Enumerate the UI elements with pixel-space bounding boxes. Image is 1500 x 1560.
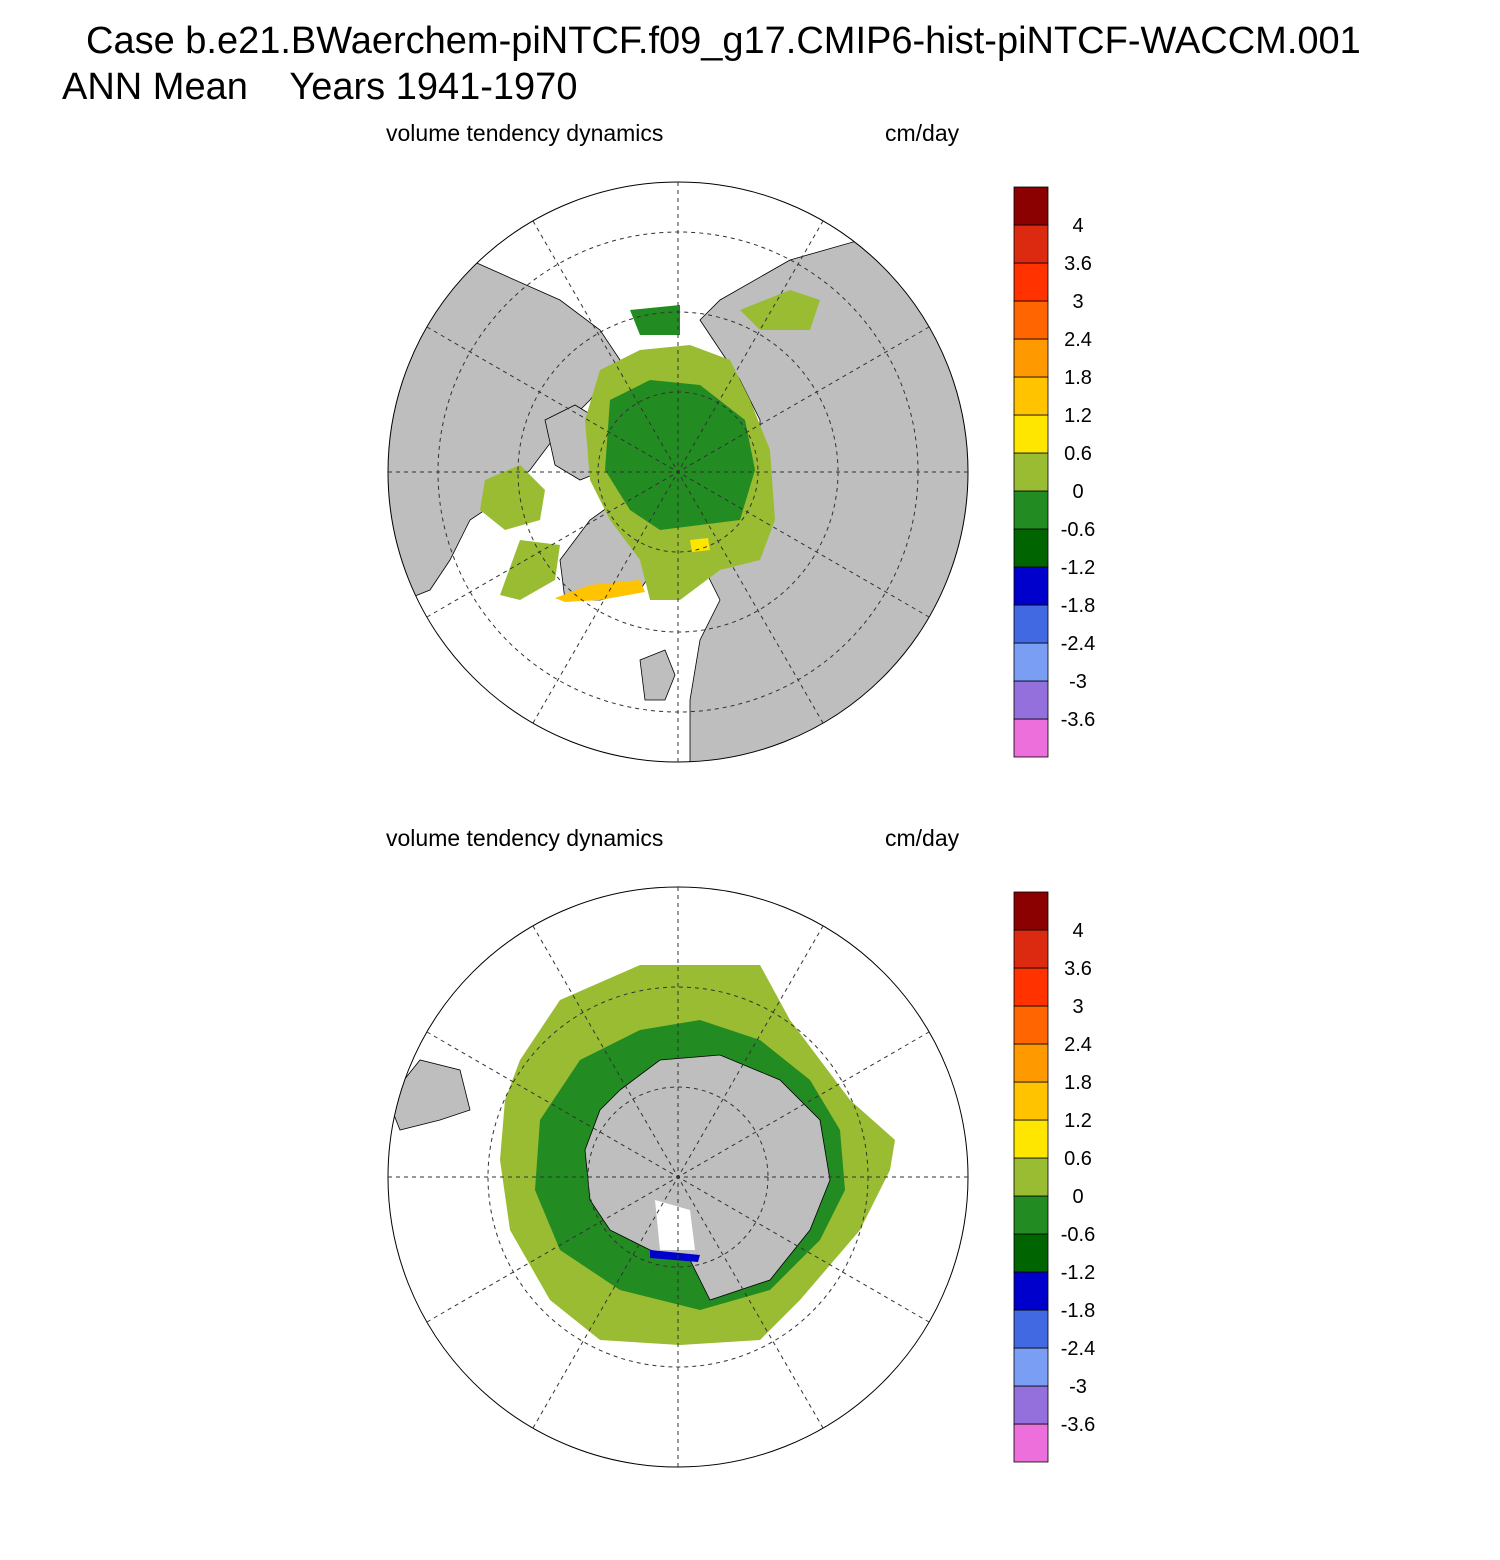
colorbar-tick-label: 2.4	[1064, 329, 1092, 351]
case-title: Case b.e21.BWaerchem-piNTCF.f09_g17.CMIP…	[86, 20, 1361, 62]
colorbar-tick-label: -3	[1069, 1376, 1087, 1398]
colorbar-swatch	[1013, 1271, 1049, 1311]
south-map-fill	[388, 887, 968, 1467]
mean-years-title: ANN Mean Years 1941-1970	[62, 66, 578, 108]
north-polar-map: -3.6 -3 -2.4 -1.8 -1.2 -0.6 0 0.6 1.2 1.8 2.4 3 3.6 4	[387, 181, 1095, 763]
colorbar-swatch	[1013, 1119, 1049, 1159]
colorbar-tick-label: -3.6	[1061, 1414, 1095, 1436]
labrador-ice	[500, 540, 560, 600]
colorbar-swatch	[1013, 414, 1049, 454]
south-america-land	[388, 1059, 471, 1131]
south-graticule	[388, 887, 968, 1467]
greenland-positive-band	[555, 580, 645, 602]
colorbar-swatch	[1013, 967, 1049, 1007]
colorbar-tick-label: 3	[1072, 291, 1083, 313]
colorbar-swatch	[1013, 891, 1049, 931]
colorbar-swatch	[1013, 1005, 1049, 1045]
colorbar-swatch	[1013, 1043, 1049, 1083]
colorbar-swatch	[1013, 262, 1049, 302]
colorbar-swatch	[1013, 642, 1049, 682]
colorbar-tick-label: 3.6	[1064, 958, 1092, 980]
colorbar-tick-label: -3.6	[1061, 709, 1095, 731]
okhotsk-ice	[740, 290, 820, 330]
colorbar-swatch	[1013, 1157, 1049, 1197]
colorbar-swatch	[1013, 1309, 1049, 1349]
south-colorbar: -3.6 -3 -2.4 -1.8 -1.2 -0.6 0 0.6 1.2 1.8 2.4 3 3.6 4	[1013, 891, 1095, 1463]
colorbar-tick-label: 0	[1072, 481, 1083, 503]
colorbar-tick-label: -0.6	[1061, 1224, 1095, 1246]
colorbar-swatch	[1013, 1233, 1049, 1273]
colorbar-tick-label: 2.4	[1064, 1034, 1092, 1056]
colorbar-swatch	[1013, 1081, 1049, 1121]
colorbar-swatch	[1013, 490, 1049, 530]
colorbar-swatch	[1013, 452, 1049, 492]
colorbar-tick-label: -1.8	[1061, 595, 1095, 617]
north-units-label: cm/day	[885, 120, 960, 146]
colorbar-swatch	[1013, 604, 1049, 644]
north-graticule	[388, 182, 968, 762]
north-colorbar: -3.6 -3 -2.4 -1.8 -1.2 -0.6 0 0.6 1.2 1.8 2.4 3 3.6 4	[1013, 186, 1095, 758]
south-negative-edge	[650, 1250, 700, 1262]
ross-sea-shelf	[655, 1200, 695, 1250]
uk-land	[639, 649, 676, 701]
colorbar-swatch	[1013, 186, 1049, 226]
colorbar-swatch	[1013, 224, 1049, 264]
colorbar-swatch	[1013, 680, 1049, 720]
antarctica-land	[584, 1054, 831, 1301]
colorbar-tick-label: 0	[1072, 1186, 1083, 1208]
colorbar-tick-label: -1.2	[1061, 557, 1095, 579]
colorbar-swatch	[1013, 376, 1049, 416]
colorbar-swatch	[1013, 1195, 1049, 1235]
colorbar-tick-label: 1.2	[1064, 405, 1092, 427]
colorbar-swatch	[1013, 1423, 1049, 1463]
colorbar-swatch	[1013, 338, 1049, 378]
svalbard-positive	[690, 538, 710, 552]
hudson-bay-ice	[480, 465, 545, 530]
north-variable-label: volume tendency dynamics	[386, 120, 664, 146]
colorbar-tick-label: 1.8	[1064, 1072, 1092, 1094]
colorbar-swatch	[1013, 528, 1049, 568]
colorbar-tick-label: -2.4	[1061, 1338, 1095, 1360]
colorbar-tick-label: 4	[1072, 920, 1083, 942]
bering-ice	[630, 305, 680, 335]
colorbar-swatch	[1013, 300, 1049, 340]
colorbar-tick-label: 1.2	[1064, 1110, 1092, 1132]
south-variable-label: volume tendency dynamics	[386, 825, 664, 851]
colorbar-swatch	[1013, 718, 1049, 758]
colorbar-tick-label: 0.6	[1064, 1148, 1092, 1170]
colorbar-tick-label: -1.2	[1061, 1262, 1095, 1284]
colorbar-swatch	[1013, 929, 1049, 969]
colorbar-tick-label: -1.8	[1061, 1300, 1095, 1322]
colorbar-tick-label: 1.8	[1064, 367, 1092, 389]
colorbar-swatch	[1013, 566, 1049, 606]
colorbar-tick-label: 4	[1072, 215, 1083, 237]
colorbar-tick-label: -0.6	[1061, 519, 1095, 541]
colorbar-tick-label: -3	[1069, 671, 1087, 693]
south-polar-map: -3.6 -3 -2.4 -1.8 -1.2 -0.6 0 0.6 1.2 1.8 2.4 3 3.6 4	[387, 886, 1095, 1468]
colorbar-tick-label: -2.4	[1061, 633, 1095, 655]
colorbar-tick-label: 3	[1072, 996, 1083, 1018]
colorbar-swatch	[1013, 1385, 1049, 1425]
colorbar-tick-label: 3.6	[1064, 253, 1092, 275]
north-map-fill	[388, 182, 968, 762]
south-units-label: cm/day	[885, 825, 960, 851]
colorbar-swatch	[1013, 1347, 1049, 1387]
colorbar-tick-label: 0.6	[1064, 443, 1092, 465]
